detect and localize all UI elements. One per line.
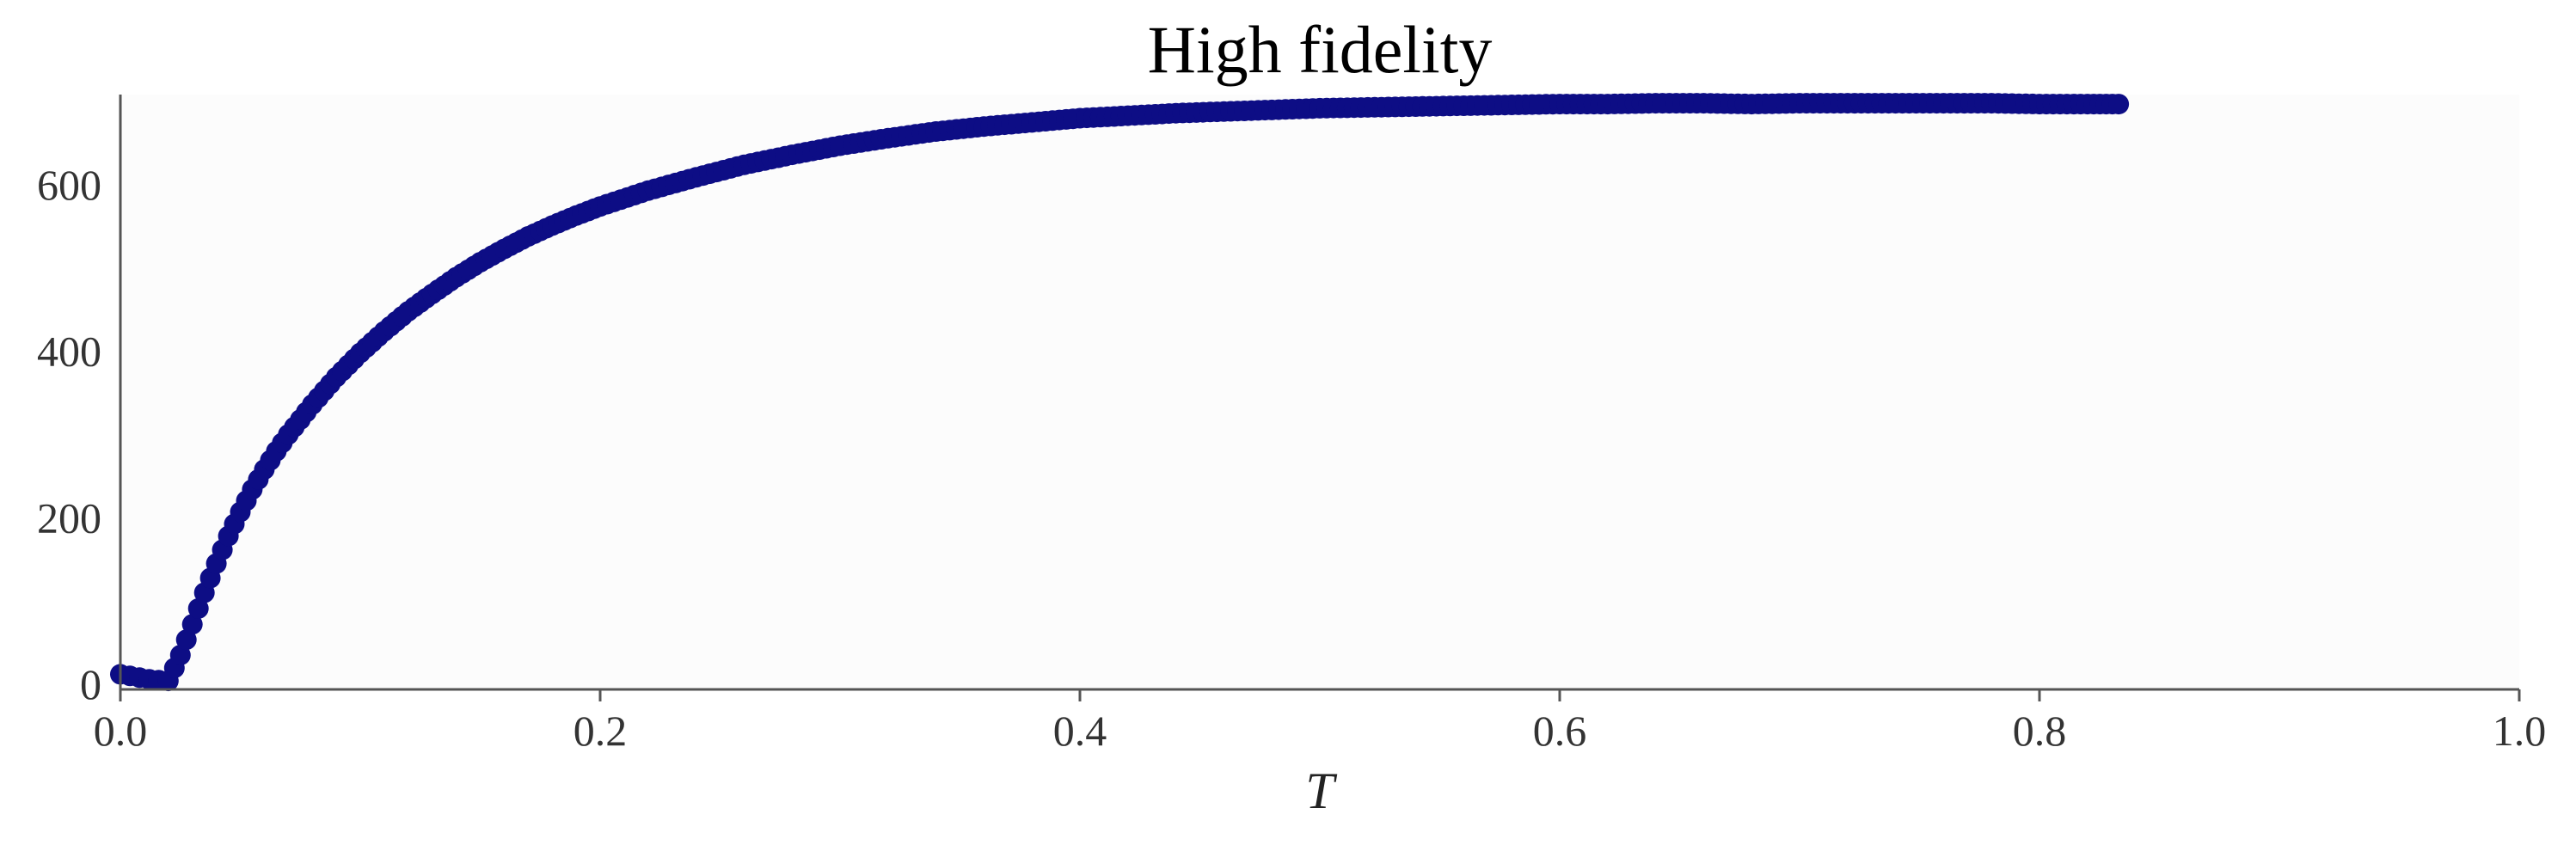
x-tick-label: 0.8 bbox=[2013, 707, 2067, 755]
x-tick-label: 0.0 bbox=[94, 707, 148, 755]
x-tick-label: 0.6 bbox=[1533, 707, 1587, 755]
x-axis-label: T bbox=[1305, 762, 1337, 819]
x-axis-ticks: 0.0 0.2 0.4 0.6 0.8 1.0 bbox=[94, 689, 2547, 755]
data-point bbox=[2108, 94, 2130, 115]
y-tick-label: 200 bbox=[37, 493, 101, 542]
y-axis-ticks: 0 200 400 600 bbox=[37, 161, 101, 708]
plot-background bbox=[120, 95, 2519, 689]
data-point bbox=[187, 597, 209, 619]
y-tick-label: 400 bbox=[37, 328, 101, 376]
x-tick-label: 0.4 bbox=[1053, 707, 1107, 755]
data-point bbox=[181, 614, 203, 635]
x-tick-label: 0.2 bbox=[573, 707, 628, 755]
data-markers bbox=[110, 93, 2130, 692]
y-tick-label: 600 bbox=[37, 161, 101, 209]
chart-title: High fidelity bbox=[1148, 12, 1493, 87]
x-tick-label: 1.0 bbox=[2493, 707, 2547, 755]
y-tick-label: 0 bbox=[80, 660, 101, 708]
